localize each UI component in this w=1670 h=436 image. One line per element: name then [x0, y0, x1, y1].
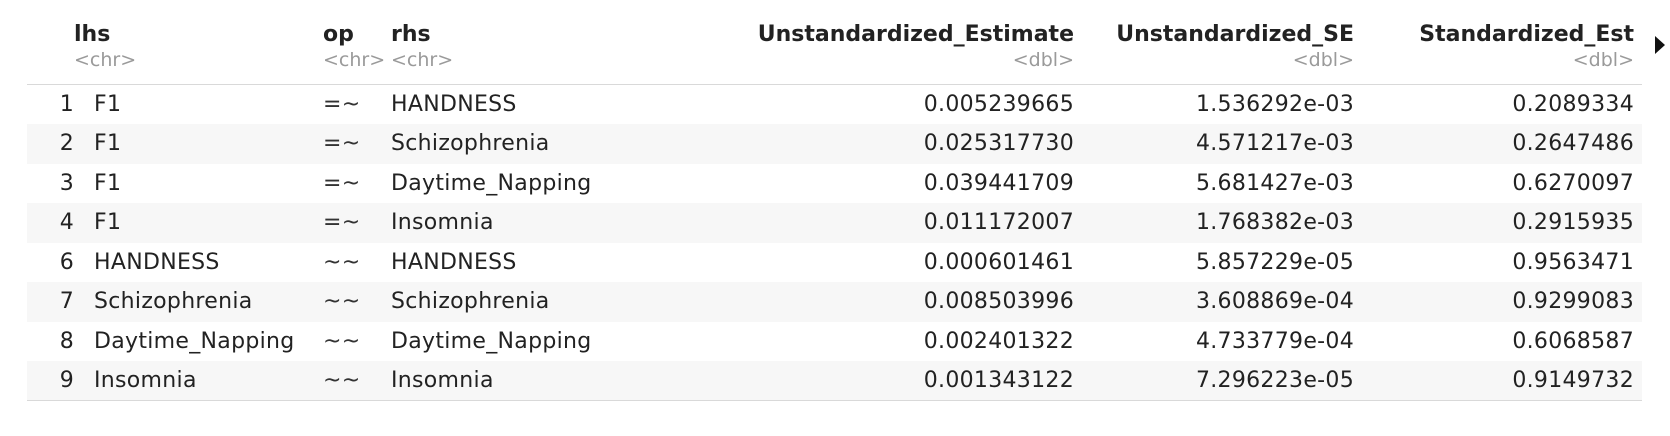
cell-standardized-est: 0.2647486: [1512, 131, 1634, 157]
column-name: Standardized_Est: [1419, 22, 1634, 47]
row-index: 3: [59, 170, 74, 196]
cell-rhs: Schizophrenia: [391, 289, 550, 315]
cell-lhs: Daytime_Napping: [94, 328, 295, 354]
cell-rhs: Insomnia: [391, 210, 494, 236]
cell-unstandardized-estimate: 0.039441709: [923, 170, 1074, 196]
cell-unstandardized-estimate: 0.025317730: [923, 131, 1074, 157]
column-header-unstandardized-se[interactable]: Unstandardized_SE <dbl>: [1082, 0, 1362, 85]
row-index-header: [27, 0, 74, 85]
row-index: 8: [59, 328, 74, 354]
cell-standardized-est: 0.9299083: [1512, 289, 1634, 315]
cell-op: ~~: [323, 289, 361, 315]
cell-lhs: F1: [94, 131, 122, 157]
cell-standardized-est: 0.6270097: [1512, 170, 1634, 196]
column-type: <dbl>: [1292, 49, 1354, 71]
cell-standardized-est: 0.9149732: [1362, 361, 1642, 401]
cell-lhs: F1: [94, 92, 122, 117]
column-header-unstandardized-estimate[interactable]: Unstandardized_Estimate <dbl>: [651, 0, 1082, 85]
data-frame-viewer: lhs <chr> op <chr> rhs <chr> Unstandardi…: [27, 0, 1670, 401]
table-row: 3 F1 =~ Daytime_Napping 0.039441709 5.68…: [27, 163, 1642, 203]
cell-op: =~: [323, 92, 361, 117]
cell-unstandardized-estimate: 0.001343122: [651, 361, 1082, 401]
cell-rhs: Daytime_Napping: [391, 328, 592, 354]
cell-unstandardized-estimate: 0.011172007: [923, 210, 1074, 236]
scroll-right-arrow-icon[interactable]: [1655, 36, 1665, 54]
row-index: 1: [59, 92, 74, 117]
cell-standardized-est: 0.2089334: [1512, 92, 1634, 117]
cell-unstandardized-se: 1.536292e-03: [1195, 92, 1354, 117]
cell-lhs: HANDNESS: [94, 249, 220, 275]
table-row: 4 F1 =~ Insomnia 0.011172007 1.768382e-0…: [27, 203, 1642, 243]
column-name: op: [323, 22, 354, 47]
cell-standardized-est: 0.2915935: [1512, 210, 1634, 236]
table-row: 8 Daytime_Napping ~~ Daytime_Napping 0.0…: [27, 321, 1642, 361]
cell-unstandardized-estimate: 0.008503996: [923, 289, 1074, 315]
column-name: lhs: [74, 22, 111, 47]
row-index: 2: [59, 131, 74, 157]
cell-standardized-est: 0.9563471: [1512, 249, 1634, 275]
column-name: rhs: [391, 22, 431, 47]
cell-op: ~~: [323, 361, 391, 401]
cell-unstandardized-se: 4.571217e-03: [1195, 131, 1354, 157]
table-row: 9 Insomnia ~~ Insomnia 0.001343122 7.296…: [27, 361, 1642, 401]
column-type: <dbl>: [1572, 49, 1634, 71]
column-type: <chr>: [391, 49, 454, 71]
cell-standardized-est: 0.6068587: [1512, 328, 1634, 354]
cell-lhs: F1: [94, 170, 122, 196]
cell-lhs: F1: [94, 210, 122, 236]
column-header-op[interactable]: op <chr>: [323, 0, 391, 85]
column-type: <chr>: [323, 49, 386, 71]
column-type: <chr>: [74, 49, 137, 71]
cell-lhs: Insomnia: [74, 361, 323, 401]
table-row: 6 HANDNESS ~~ HANDNESS 0.000601461 5.857…: [27, 242, 1642, 282]
table-row: 2 F1 =~ Schizophrenia 0.025317730 4.5712…: [27, 124, 1642, 164]
cell-op: ~~: [323, 249, 361, 275]
row-index: 6: [59, 249, 74, 275]
cell-rhs: HANDNESS: [391, 249, 517, 275]
column-name: Unstandardized_SE: [1116, 22, 1354, 47]
cell-rhs: Insomnia: [391, 361, 651, 401]
row-index: 4: [59, 210, 74, 236]
row-index: 7: [59, 289, 74, 315]
cell-unstandardized-se: 3.608869e-04: [1195, 289, 1354, 315]
table-row: 7 Schizophrenia ~~ Schizophrenia 0.00850…: [27, 282, 1642, 322]
cell-unstandardized-estimate: 0.005239665: [923, 92, 1074, 117]
cell-unstandardized-se: 1.768382e-03: [1195, 210, 1354, 236]
column-header-rhs[interactable]: rhs <chr>: [391, 0, 651, 85]
cell-unstandardized-se: 4.733779e-04: [1195, 328, 1354, 354]
cell-op: ~~: [323, 328, 361, 354]
header-row: lhs <chr> op <chr> rhs <chr> Unstandardi…: [27, 0, 1642, 85]
cell-lhs: Schizophrenia: [94, 289, 253, 315]
column-type: <dbl>: [1012, 49, 1074, 71]
cell-unstandardized-se: 5.681427e-03: [1195, 170, 1354, 196]
cell-rhs: Daytime_Napping: [391, 170, 592, 196]
cell-rhs: HANDNESS: [391, 92, 517, 117]
cell-unstandardized-estimate: 0.000601461: [923, 249, 1074, 275]
cell-unstandardized-se: 5.857229e-05: [1195, 249, 1354, 275]
column-name: Unstandardized_Estimate: [757, 22, 1074, 47]
cell-op: =~: [323, 131, 361, 157]
cell-rhs: Schizophrenia: [391, 131, 550, 157]
cell-op: =~: [323, 210, 361, 236]
data-table: lhs <chr> op <chr> rhs <chr> Unstandardi…: [27, 0, 1642, 401]
row-index: 9: [27, 361, 74, 401]
table-row: 1 F1 =~ HANDNESS 0.005239665 1.536292e-0…: [27, 84, 1642, 124]
cell-op: =~: [323, 170, 361, 196]
column-header-lhs[interactable]: lhs <chr>: [74, 0, 323, 85]
cell-unstandardized-se: 7.296223e-05: [1082, 361, 1362, 401]
cell-unstandardized-estimate: 0.002401322: [923, 328, 1074, 354]
column-header-standardized-est[interactable]: Standardized_Est <dbl>: [1362, 0, 1642, 85]
